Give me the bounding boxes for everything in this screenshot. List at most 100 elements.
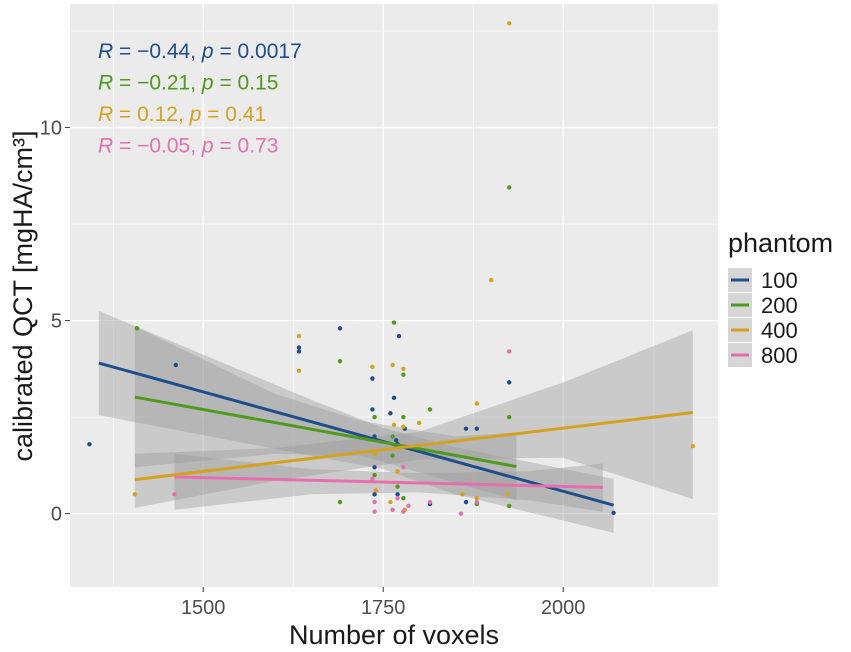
point-400 [391,422,397,428]
correlation-annotations: R = −0.44, p = 0.0017 R = −0.21, p = 0.15… [98,40,302,158]
point-100 [337,326,343,331]
regression-line-100 [98,361,614,507]
legend-label-200: 200 [761,293,798,318]
point-400 [372,451,377,456]
point-100 [372,465,377,470]
point-800 [474,499,479,505]
point-800 [458,511,464,516]
point-800 [390,507,395,512]
regression-line-200 [134,395,517,469]
point-400 [507,21,512,26]
point-100 [370,376,375,381]
annotation-100: R = −0.44, p = 0.0017 [98,40,302,63]
point-400 [474,401,479,406]
point-100 [463,426,469,431]
point-400 [505,492,510,497]
point-800 [372,509,377,514]
point-100 [395,492,400,497]
point-400 [296,333,302,339]
grid-minor [70,4,718,587]
point-400 [370,364,375,370]
point-200 [395,484,400,489]
regression-lines [98,361,693,507]
point-100 [463,499,469,505]
point-100 [173,362,179,368]
point-200 [390,453,395,458]
regression-line-800 [174,475,603,489]
point-200 [507,185,512,190]
point-200 [507,414,512,420]
point-800 [406,503,411,509]
point-400 [460,492,465,497]
point-800 [401,509,406,514]
y-tick-label: 10 [40,118,62,140]
point-100 [507,380,512,385]
point-200 [401,372,406,377]
point-100 [296,349,302,354]
annotation-800: R = −0.05, p = 0.73 [98,135,278,158]
point-200 [372,472,377,478]
point-200 [390,434,395,439]
point-400 [401,366,406,372]
legend-label-100: 100 [761,268,798,293]
point-400 [388,499,393,505]
x-axis-ticks: 1500 1750 2000 [181,587,586,619]
x-tick-label: 1750 [361,597,406,619]
legend-label-400: 400 [761,318,798,343]
point-100 [396,333,402,339]
annotation-200: R = −0.21, p = 0.15 [98,72,278,95]
point-400 [390,362,395,368]
point-100 [370,407,375,412]
point-800 [172,492,177,497]
point-400 [690,443,695,449]
y-tick-label: 0 [51,504,62,526]
data-points [87,21,695,516]
point-800 [427,499,433,505]
point-200 [427,407,433,412]
x-axis-title: Number of voxels [289,620,499,650]
point-400 [401,424,406,429]
point-200 [134,326,140,331]
point-400 [132,492,137,497]
y-tick-label: 5 [51,311,62,333]
legend-title: phantom [728,228,833,258]
point-400 [395,468,400,474]
y-axis-ticks: 0 5 10 [40,118,70,526]
point-400 [474,495,479,501]
point-400 [417,420,422,426]
point-100 [372,492,377,497]
point-800 [370,476,375,482]
point-200 [507,503,512,509]
ci-band-100 [98,310,614,533]
point-200 [391,320,397,325]
point-200 [372,414,377,420]
annotation-400: R = 0.12, p = 0.41 [98,103,266,126]
x-tick-label: 2000 [541,597,586,619]
point-200 [401,495,406,501]
point-200 [337,358,343,364]
point-100 [391,395,397,401]
legend-label-800: 800 [761,343,798,368]
point-200 [401,414,406,420]
plot-panel [70,4,718,587]
point-100 [474,426,479,431]
y-axis-title: calibrated QCT [mgHA/cm³] [8,130,38,461]
point-100 [393,438,399,443]
point-800 [507,349,512,354]
point-100 [296,345,302,350]
point-100 [87,441,92,447]
point-800 [401,465,406,470]
point-800 [372,499,377,505]
regression-line-400 [134,410,693,482]
x-tick-label: 1500 [181,597,226,619]
point-100 [611,510,616,516]
point-200 [337,499,343,505]
ci-band-200 [134,326,517,501]
point-400 [373,488,379,493]
point-400 [296,368,302,373]
point-800 [395,495,400,501]
point-100 [388,411,393,416]
point-400 [489,277,494,283]
